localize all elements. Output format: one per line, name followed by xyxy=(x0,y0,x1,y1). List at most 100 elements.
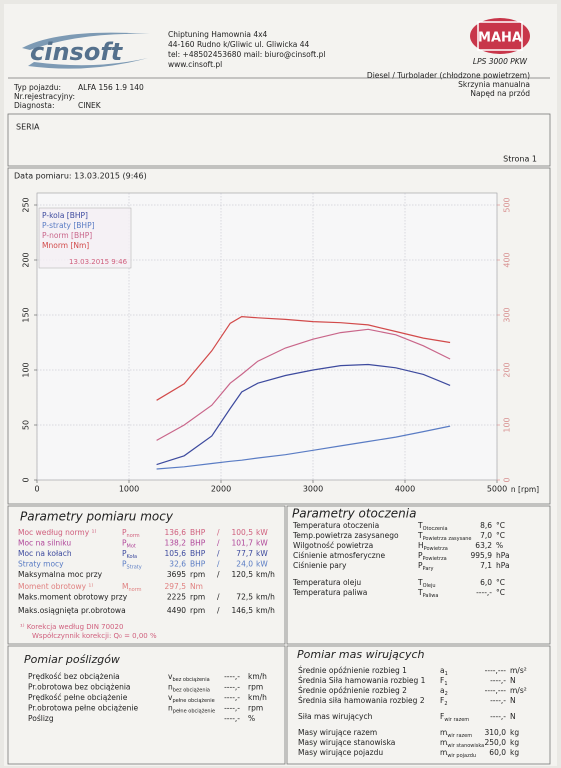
symbol: F xyxy=(440,676,444,685)
row-unit: N xyxy=(510,696,516,705)
row-value2: 100,5 xyxy=(232,528,254,537)
row-unit: N xyxy=(510,712,516,721)
row-unit: % xyxy=(248,714,255,723)
x-tick-label: 2000 xyxy=(211,485,231,494)
x-tick-label: 4000 xyxy=(395,485,415,494)
row-separator: / xyxy=(217,549,220,558)
row-value: 63,2 xyxy=(475,541,492,550)
symbol-subscript: Oleju xyxy=(423,583,436,589)
row-unit: rpm xyxy=(248,704,263,713)
x-tick-label: 0 xyxy=(34,485,39,494)
page-number: Strona 1 xyxy=(503,155,537,164)
row-value: 105,6 xyxy=(165,549,187,558)
symbol: H xyxy=(418,541,424,550)
row-label: Prędkość pełne obciążenie xyxy=(28,693,128,702)
row-symbol: PPowietrza xyxy=(418,551,447,562)
row-label: Ciśnienie atmosferyczne xyxy=(293,551,385,560)
symbol: m xyxy=(440,738,447,747)
row-label: Masy wirujące pojazdu xyxy=(298,748,383,757)
y2-tick-label: 100 xyxy=(503,417,512,432)
row-label: Moment obrotowy ¹⁾ xyxy=(18,582,93,591)
row-unit: km/h xyxy=(248,672,267,681)
row-value: ----,- xyxy=(476,588,492,597)
row-label: Ciśnienie pary xyxy=(293,561,347,570)
symbol: F xyxy=(440,712,444,721)
row-separator: / xyxy=(217,606,220,615)
row-symbol: Mnorm xyxy=(122,582,142,593)
row-label: Temperatura oleju xyxy=(292,578,361,587)
row-label: Temperatura paliwa xyxy=(292,588,367,597)
row-label: Maks.osiągnięta pr.obrotowa xyxy=(18,606,126,615)
symbol-subscript: 2 xyxy=(445,691,448,697)
symbol: m xyxy=(440,748,447,757)
row-label: Moc na silniku xyxy=(18,539,71,548)
row-value: 60,0 xyxy=(489,748,506,757)
row-unit: °C xyxy=(496,531,505,540)
row-value: ----,- xyxy=(224,693,240,702)
row-label: Temperatura otoczenia xyxy=(292,521,379,530)
row-value2: 24,0 xyxy=(236,560,253,569)
row-value: 138,2 xyxy=(165,539,187,548)
y2-tick-label: 200 xyxy=(503,362,512,377)
row-symbol: TPowietrza zasysane xyxy=(417,531,472,542)
symbol-subscript: bez obciążenia xyxy=(172,677,209,683)
row-unit: °C xyxy=(496,578,505,587)
y-tick-label: 200 xyxy=(22,252,31,267)
company-line: Chiptuning Hamownia 4x4 xyxy=(168,30,268,39)
y-tick-label: 0 xyxy=(22,477,31,482)
symbol-subscript: Pary xyxy=(423,566,434,572)
symbol: P xyxy=(122,560,127,569)
series-line xyxy=(156,363,451,466)
row-label: Maks.moment obrotowy przy xyxy=(18,593,128,602)
y2-tick-label: 300 xyxy=(503,307,512,322)
power-box xyxy=(7,505,286,645)
row-symbol: vpełne obciążenie xyxy=(168,693,215,704)
row-unit2: kW xyxy=(256,549,268,558)
symbol: n xyxy=(168,683,173,692)
row-symbol: TOleju xyxy=(417,578,436,589)
row-value: ----,- xyxy=(224,704,240,713)
x-tick-label: 3000 xyxy=(303,485,323,494)
row-separator: / xyxy=(217,528,220,537)
series-box xyxy=(7,113,551,167)
row-unit: BHP xyxy=(190,528,206,537)
symbol-subscript: 2 xyxy=(444,701,447,707)
row-value: ----,- xyxy=(224,672,240,681)
row-value: 3695 xyxy=(167,570,186,579)
symbol: n xyxy=(168,704,173,713)
row-symbol: mwir stanowiska xyxy=(440,738,484,749)
series-line xyxy=(156,315,451,401)
legend-entry: P-kola [BHP] xyxy=(42,211,88,220)
correction-note: ¹⁾ Korekcja według DIN 70020 xyxy=(20,623,123,631)
symbol-subscript: wir razem xyxy=(444,717,469,723)
row-unit: rpm xyxy=(248,683,263,692)
row-label: Średnia siła hamowania rozbieg 2 xyxy=(298,696,425,705)
symbol-subscript: norm xyxy=(127,533,140,539)
row-value2: 72,5 xyxy=(236,593,253,602)
row-value: ----,--- xyxy=(485,666,507,675)
row-unit: kg xyxy=(510,748,519,757)
symbol: T xyxy=(417,578,423,587)
row-symbol: F1 xyxy=(440,676,448,687)
symbol: a xyxy=(440,666,445,675)
section-title: Pomiar poślizgów xyxy=(24,653,120,666)
row-value2: 101,7 xyxy=(232,539,254,548)
row-separator: / xyxy=(217,539,220,548)
row-unit: BHP xyxy=(190,539,206,548)
correction-note: Współczynnik korekcji: Q₀ = 0,00 % xyxy=(32,632,157,640)
symbol-subscript: Koła xyxy=(127,554,138,560)
symbol: P xyxy=(122,539,127,548)
series-line xyxy=(156,328,451,441)
row-label: Pr.obrotowa bez obciążenia xyxy=(28,683,131,692)
y2-tick-label: 0 xyxy=(503,477,512,482)
row-value: 7,1 xyxy=(480,561,492,570)
symbol: P xyxy=(418,561,423,570)
row-symbol: mwir razem xyxy=(440,728,472,739)
symbol: T xyxy=(417,588,423,597)
symbol-subscript: pełne obciążenie xyxy=(172,698,214,704)
row-unit: rpm xyxy=(190,593,205,602)
row-value2: 77,7 xyxy=(236,549,253,558)
symbol: P xyxy=(122,549,127,558)
row-label: Pr.obrotowa pełne obciążenie xyxy=(28,704,138,713)
row-label: Temp.powietrza zasysanego xyxy=(292,531,399,540)
